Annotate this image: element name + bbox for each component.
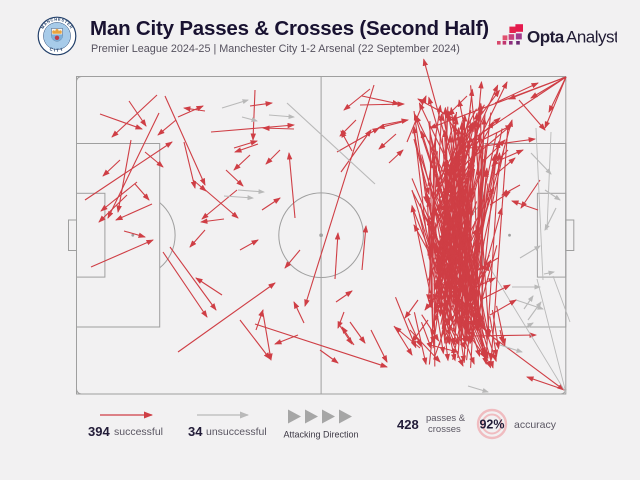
svg-text:successful: successful [114, 426, 163, 438]
svg-text:394: 394 [88, 424, 110, 439]
svg-text:crosses: crosses [428, 424, 461, 435]
svg-text:Attacking Direction: Attacking Direction [283, 430, 358, 440]
svg-text:accuracy: accuracy [514, 419, 557, 431]
svg-text:passes &: passes & [426, 413, 466, 424]
svg-text:CITY: CITY [49, 46, 65, 53]
svg-text:Opta: Opta [527, 28, 565, 47]
svg-text:unsuccessful: unsuccessful [206, 426, 267, 438]
svg-text:92%: 92% [479, 418, 504, 432]
svg-text:34: 34 [188, 424, 203, 439]
svg-text:428: 428 [397, 417, 419, 432]
svg-text:Analyst: Analyst [566, 28, 617, 47]
